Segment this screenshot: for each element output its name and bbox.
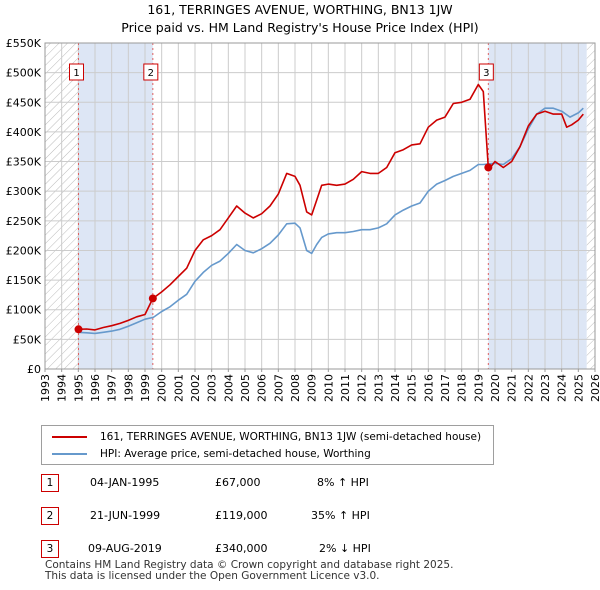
sale-date: 09-AUG-2019 — [88, 542, 162, 555]
x-tick-label: 2016 — [422, 374, 435, 402]
x-tick-label: 1993 — [39, 374, 52, 402]
x-tick-label: 2024 — [556, 374, 569, 402]
x-tick-label: 2001 — [172, 374, 185, 402]
x-tick-label: 2011 — [339, 374, 352, 402]
x-tick-label: 1996 — [89, 374, 102, 402]
x-tick-label: 2003 — [206, 374, 219, 402]
sale-hpi-diff: 35% ↑ HPI — [311, 509, 370, 522]
y-tick-label: £350K — [6, 156, 42, 169]
y-tick-label: £400K — [6, 126, 42, 139]
x-tick-label: 2005 — [239, 374, 252, 402]
y-tick-label: £100K — [6, 304, 42, 317]
y-tick-label: £200K — [6, 244, 42, 257]
legend-label-hpi: HPI: Average price, semi-detached house,… — [100, 448, 371, 460]
footer-copyright: Contains HM Land Registry data © Crown c… — [45, 559, 454, 571]
ownership-shade — [488, 43, 587, 369]
sale-price: £340,000 — [215, 542, 268, 555]
legend-label-price: 161, TERRINGES AVENUE, WORTHING, BN13 1J… — [100, 431, 482, 443]
y-tick-label: £0 — [27, 363, 41, 376]
price-series-line — [78, 83, 584, 331]
y-tick-label: £500K — [6, 67, 42, 80]
y-tick-label: £50K — [13, 333, 42, 346]
x-tick-label: 2010 — [322, 374, 335, 402]
sale-date: 04-JAN-1995 — [90, 476, 160, 489]
sale-marker — [484, 163, 493, 172]
x-tick-label: 2023 — [539, 374, 552, 402]
legend-swatch-price — [52, 436, 87, 438]
sale-label: 2 — [148, 68, 154, 79]
x-tick-label: 2014 — [389, 374, 402, 402]
x-tick-label: 2007 — [272, 374, 285, 402]
x-tick-label: 2000 — [156, 374, 169, 402]
x-tick-label: 2015 — [406, 374, 419, 402]
y-tick-label: £450K — [6, 96, 42, 109]
x-tick-label: 1999 — [139, 374, 152, 402]
x-tick-label: 1994 — [56, 374, 69, 402]
sale-price: £119,000 — [215, 509, 268, 522]
footer: Contains HM Land Registry data © Crown c… — [45, 560, 453, 582]
footer-license: This data is licensed under the Open Gov… — [45, 570, 380, 582]
table-row: 2 21-JUN-1999 £119,000 35% ↑ HPI — [41, 507, 561, 527]
plot-frame — [44, 42, 596, 370]
x-tick-label: 2019 — [472, 374, 485, 402]
x-tick-label: 2006 — [256, 374, 269, 402]
y-tick-label: £150K — [6, 274, 42, 287]
x-tick-label: 2002 — [189, 374, 202, 402]
sale-number: 3 — [41, 540, 59, 558]
x-tick-label: 2012 — [356, 374, 369, 402]
sale-label: 3 — [483, 68, 489, 79]
legend-swatch-hpi — [52, 453, 87, 455]
sale-hpi-diff: 8% ↑ HPI — [317, 476, 369, 489]
y-tick-label: £250K — [6, 215, 42, 228]
y-tick-label: £300K — [6, 185, 42, 198]
x-tick-label: 2008 — [289, 374, 302, 402]
x-tick-label: 2013 — [372, 374, 385, 402]
sale-date: 21-JUN-1999 — [90, 509, 161, 522]
sale-price: £67,000 — [215, 476, 261, 489]
x-tick-label: 2022 — [522, 374, 535, 402]
x-tick-label: 2018 — [456, 374, 469, 402]
table-row: 3 09-AUG-2019 £340,000 2% ↓ HPI — [41, 540, 561, 560]
x-tick-label: 2020 — [489, 374, 502, 402]
x-tick-label: 2004 — [222, 374, 235, 402]
sale-marker — [74, 325, 83, 334]
sale-label: 1 — [73, 68, 79, 79]
sale-marker — [148, 294, 157, 303]
sale-label-box — [143, 63, 159, 81]
legend-item-hpi: HPI: Average price, semi-detached house,… — [52, 446, 371, 462]
x-tick-label: 1995 — [72, 374, 85, 402]
x-tick-label: 2009 — [306, 374, 319, 402]
sale-label-box — [478, 63, 494, 81]
chart-subtitle: Price paid vs. HM Land Registry's House … — [121, 20, 479, 35]
price-chart: 1 2 3 £0 £50K £100K £150K £200K £250K £300K £350K… — [6, 37, 600, 402]
legend: 161, TERRINGES AVENUE, WORTHING, BN13 1J… — [41, 425, 494, 465]
chart-title: 161, TERRINGES AVENUE, WORTHING, BN13 1J… — [147, 2, 453, 17]
sale-label-box — [69, 63, 84, 81]
ownership-shade — [78, 43, 153, 369]
x-tick-label: 1998 — [122, 374, 135, 402]
sale-number: 2 — [41, 507, 59, 525]
x-tick-label: 2021 — [506, 374, 519, 402]
y-tick-label: £550K — [6, 37, 42, 50]
sale-number: 1 — [41, 474, 59, 492]
sale-hpi-diff: 2% ↓ HPI — [319, 542, 371, 555]
x-tick-label: 1997 — [106, 374, 119, 402]
x-tick-label: 2017 — [439, 374, 452, 402]
legend-item-price: 161, TERRINGES AVENUE, WORTHING, BN13 1J… — [52, 429, 481, 445]
x-tick-label: 2025 — [572, 374, 585, 402]
table-row: 1 04-JAN-1995 £67,000 8% ↑ HPI — [41, 474, 561, 494]
x-tick-label: 2026 — [589, 374, 600, 402]
hatch-region-right — [586, 43, 595, 369]
